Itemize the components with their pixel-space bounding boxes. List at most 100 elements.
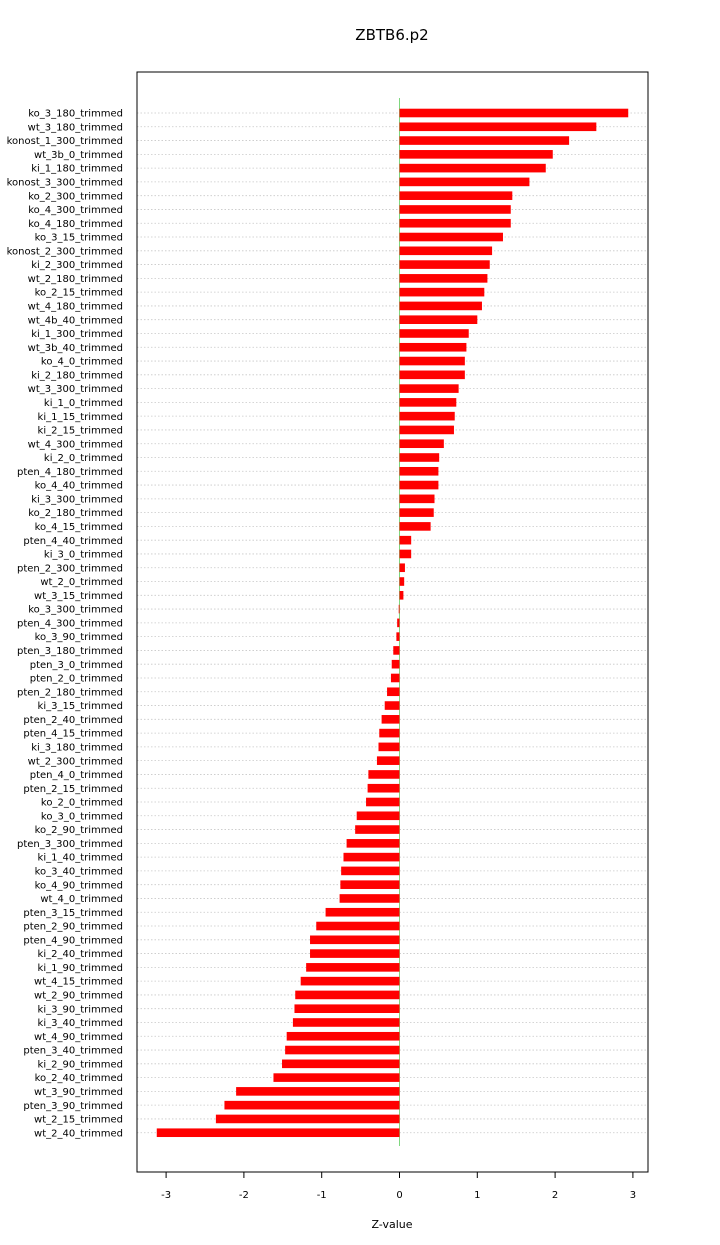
category-label: ki_3_90_trimmed <box>38 1004 123 1015</box>
category-label: ko_4_180_trimmed <box>28 219 123 230</box>
bar-ki_3_15_trimmed <box>384 701 400 710</box>
chart-title: ZBTB6.p2 <box>355 26 428 44</box>
x-tick-label: 0 <box>396 1190 402 1201</box>
category-label: wt_4_180_trimmed <box>28 302 123 313</box>
category-label: ko_4_0_trimmed <box>41 357 123 368</box>
category-label: ko_3_0_trimmed <box>41 811 123 822</box>
x-tick-label: 3 <box>630 1190 636 1201</box>
bar-pten_2_0_trimmed <box>390 673 400 683</box>
bar-wt_2_180_trimmed <box>399 274 488 283</box>
bar-ko_4_15_trimmed <box>399 522 431 531</box>
bar-ko_3_40_trimmed <box>341 866 400 876</box>
bar-ki_2_40_trimmed <box>310 949 400 958</box>
category-label: wt_4_300_trimmed <box>28 439 123 450</box>
category-label: pten_4_15_trimmed <box>23 729 123 740</box>
category-label: ko_3_40_trimmed <box>35 867 123 878</box>
bar-wt_2_40_trimmed <box>156 1128 400 1138</box>
x-tick-label: 2 <box>552 1190 558 1201</box>
bar-ko_3_0_trimmed <box>356 811 400 821</box>
bar-pten_4_15_trimmed <box>379 728 400 738</box>
bar-ko_2_0_trimmed <box>366 797 400 807</box>
category-label: ko_3_300_trimmed <box>28 605 123 616</box>
category-label: wt_4_15_trimmed <box>34 977 123 988</box>
bar-ki_2_90_trimmed <box>282 1059 400 1069</box>
category-label: wt_3b_0_trimmed <box>34 150 123 161</box>
bar-pten_4_0_trimmed <box>368 770 400 779</box>
bar-wt_2_300_trimmed <box>376 756 400 765</box>
category-label: konost_1_300_trimmed <box>7 136 123 147</box>
bar-wt_2_90_trimmed <box>295 990 400 1000</box>
category-label: ko_3_90_trimmed <box>35 632 123 643</box>
bar-konost_3_300_trimmed <box>399 177 530 187</box>
category-label: pten_3_40_trimmed <box>23 1046 123 1057</box>
category-label: pten_3_180_trimmed <box>17 646 123 657</box>
category-label: ki_1_180_trimmed <box>31 164 123 175</box>
bar-wt_4_0_trimmed <box>339 894 400 903</box>
category-label: ko_2_90_trimmed <box>35 825 123 836</box>
category-label: wt_2_90_trimmed <box>34 991 123 1002</box>
category-label: ko_4_15_trimmed <box>35 522 123 533</box>
bar-ko_4_40_trimmed <box>399 480 439 490</box>
bar-pten_3_90_trimmed <box>224 1100 400 1110</box>
bar-ko_4_0_trimmed <box>399 356 465 366</box>
bar-wt_2_0_trimmed <box>399 577 405 586</box>
category-label: pten_4_300_trimmed <box>17 618 123 629</box>
bar-ki_1_180_trimmed <box>399 163 546 173</box>
bar-wt_4_300_trimmed <box>399 439 444 449</box>
plot-frame <box>136 71 649 1173</box>
bar-pten_2_40_trimmed <box>381 715 400 724</box>
category-label: ko_3_15_trimmed <box>35 233 123 244</box>
bar-ko_3_300_trimmed <box>398 604 400 614</box>
category-label: pten_2_180_trimmed <box>17 687 123 698</box>
category-label: ki_1_0_trimmed <box>44 398 123 409</box>
bar-wt_2_15_trimmed <box>215 1114 400 1124</box>
bar-ko_2_40_trimmed <box>273 1073 400 1082</box>
bar-pten_2_15_trimmed <box>367 783 400 793</box>
category-label: konost_2_300_trimmed <box>7 246 123 257</box>
category-label: ko_2_15_trimmed <box>35 288 123 299</box>
category-label: ki_3_40_trimmed <box>38 1018 123 1029</box>
bar-ko_3_15_trimmed <box>399 232 503 242</box>
bar-pten_3_300_trimmed <box>346 839 400 848</box>
bar-ki_3_40_trimmed <box>292 1018 400 1027</box>
category-label: ki_1_15_trimmed <box>38 412 123 423</box>
category-label: wt_2_0_trimmed <box>40 577 123 588</box>
bar-pten_2_300_trimmed <box>399 563 405 573</box>
category-label: pten_3_0_trimmed <box>30 660 123 671</box>
bar-ki_1_15_trimmed <box>399 411 455 421</box>
bar-wt_3b_40_trimmed <box>399 342 467 352</box>
category-label: ki_1_300_trimmed <box>31 329 123 340</box>
bar-pten_4_40_trimmed <box>399 535 412 545</box>
category-label: pten_3_300_trimmed <box>17 839 123 850</box>
category-label: ko_4_40_trimmed <box>35 481 123 492</box>
category-label: ko_2_300_trimmed <box>28 191 123 202</box>
category-label: pten_2_90_trimmed <box>23 922 123 933</box>
category-label: ki_2_300_trimmed <box>31 260 123 271</box>
bar-ki_2_300_trimmed <box>399 260 490 269</box>
category-label: ko_3_180_trimmed <box>28 109 123 120</box>
bar-wt_3b_0_trimmed <box>399 150 553 159</box>
bar-pten_3_15_trimmed <box>325 907 400 917</box>
bar-ko_2_15_trimmed <box>399 287 485 297</box>
bar-ko_3_180_trimmed <box>399 108 629 118</box>
bar-pten_2_90_trimmed <box>316 921 400 931</box>
x-axis: -3 -2 -1 0 1 2 3 <box>161 1172 636 1201</box>
bar-wt_4_90_trimmed <box>286 1031 400 1041</box>
category-label: ki_2_40_trimmed <box>38 949 123 960</box>
bar-konost_2_300_trimmed <box>399 246 493 256</box>
bar-ki_3_90_trimmed <box>294 1004 400 1013</box>
category-label: wt_3_300_trimmed <box>28 384 123 395</box>
category-label: ko_2_180_trimmed <box>28 508 123 519</box>
category-label: wt_2_180_trimmed <box>28 274 123 285</box>
bar-konost_1_300_trimmed <box>399 136 570 145</box>
bar-pten_4_90_trimmed <box>310 935 400 945</box>
bar-ko_2_300_trimmed <box>399 191 513 200</box>
category-label: ki_2_90_trimmed <box>38 1059 123 1070</box>
category-label: ko_2_0_trimmed <box>41 798 123 809</box>
x-tick-label: -2 <box>239 1190 249 1201</box>
category-label: ko_4_300_trimmed <box>28 205 123 216</box>
category-label: ki_2_180_trimmed <box>31 370 123 381</box>
x-tick-label: -1 <box>317 1190 327 1201</box>
category-label: pten_2_40_trimmed <box>23 715 123 726</box>
category-label: ki_3_15_trimmed <box>38 701 123 712</box>
